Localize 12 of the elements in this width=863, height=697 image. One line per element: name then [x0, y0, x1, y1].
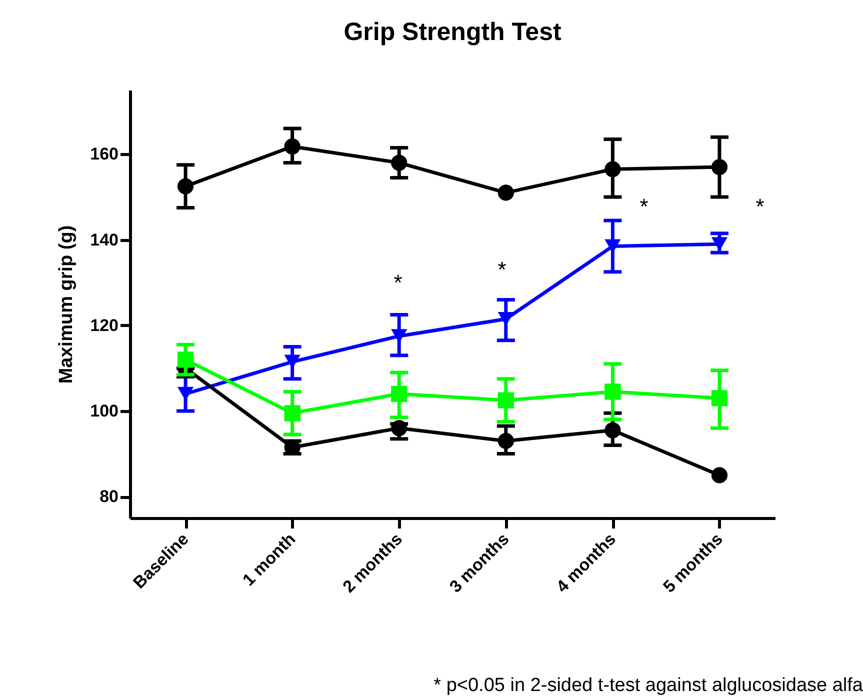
y-tick-label: 100 — [90, 402, 118, 420]
y-tick-label: 160 — [90, 144, 118, 164]
y-tick-label: 120 — [90, 316, 118, 335]
y-tick-label: 140 — [90, 230, 118, 250]
annotation: * — [394, 270, 403, 295]
y-axis-title: Maximum grip (g) — [56, 225, 78, 384]
annotation: * — [756, 194, 765, 219]
y-tick-label: 80 — [100, 487, 118, 506]
annotation: * — [640, 194, 649, 219]
annotation: * — [498, 257, 507, 282]
chart-title: Grip Strength Test — [344, 18, 562, 46]
text: * p<0.05 in 2-sided t-test against alglucosidase alfa — [434, 675, 863, 696]
